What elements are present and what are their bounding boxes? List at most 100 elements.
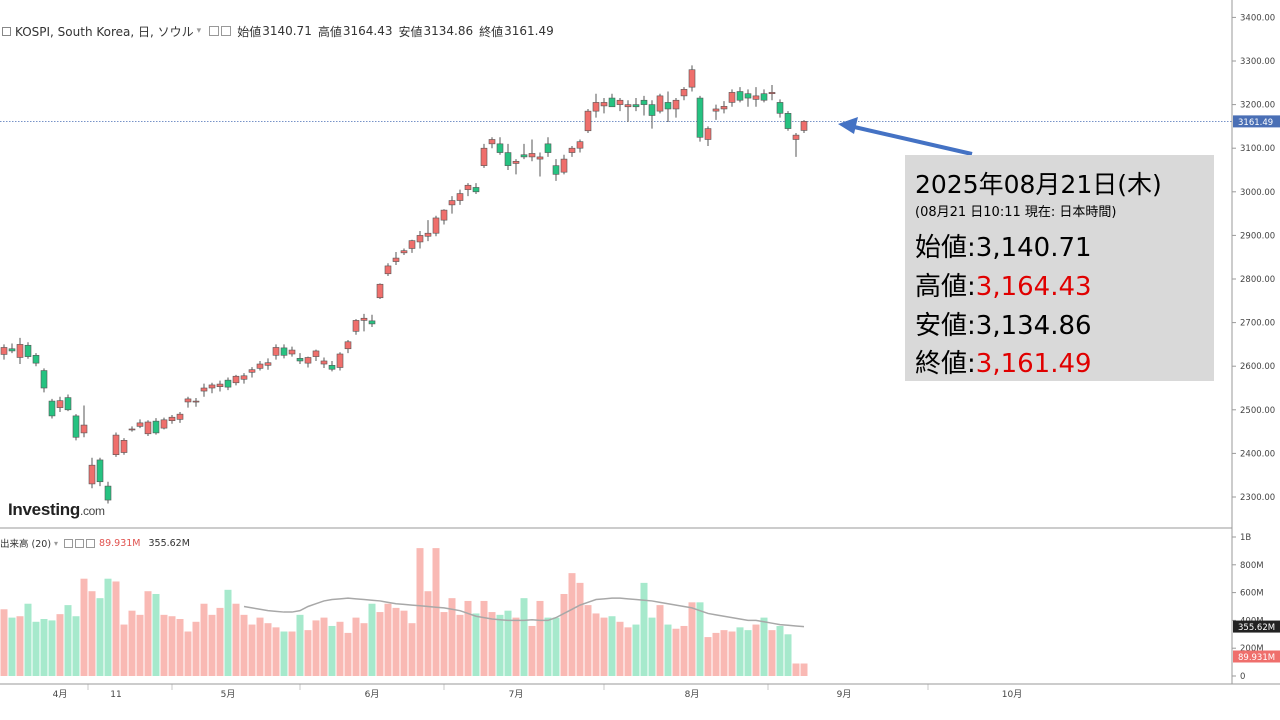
volume-bar [376, 612, 384, 676]
candle [496, 137, 504, 155]
volume-bar [560, 593, 568, 676]
x-tick-label: 4月 [53, 689, 68, 700]
volume-bar [288, 631, 296, 676]
volume-bar [320, 617, 328, 676]
price-tick-label: 2700.00 [1240, 319, 1275, 329]
candle [784, 111, 792, 131]
volume-tick-label: 0 [1240, 672, 1245, 682]
volume-ma-line [243, 597, 805, 628]
price-tick-label: 2400.00 [1240, 449, 1275, 459]
volume-bar [624, 627, 632, 676]
chevron-down-icon[interactable]: ▾ [54, 538, 59, 548]
close-icon[interactable] [86, 538, 96, 548]
settings-icon[interactable] [64, 538, 74, 548]
volume-ma-tag [1233, 620, 1280, 633]
volume-bar [256, 617, 264, 676]
candle [176, 411, 184, 423]
candle [368, 314, 376, 327]
volume-bar [272, 627, 280, 676]
candle [280, 344, 288, 359]
volume-bar [400, 610, 408, 676]
candle [704, 126, 712, 147]
volume-bar [48, 620, 56, 676]
candle [80, 405, 88, 438]
volume-bar [712, 632, 720, 676]
candle [600, 98, 608, 114]
volume-bar [32, 621, 40, 676]
volume-bar [240, 614, 248, 676]
volume-bar [88, 591, 96, 676]
candle [472, 183, 480, 194]
volume-bar [160, 614, 168, 676]
candle [736, 87, 744, 103]
volume-bar [456, 614, 464, 676]
price-tick-label: 3100.00 [1240, 144, 1275, 154]
volume-bar [504, 610, 512, 676]
x-tick-label: 9月 [837, 689, 852, 700]
volume-label[interactable]: 出来高 (20) [0, 539, 52, 550]
volume-bar [752, 624, 760, 676]
candle [120, 438, 128, 455]
price-tick-label: 2900.00 [1240, 231, 1275, 241]
candle [624, 100, 632, 123]
collapse-icon[interactable] [2, 26, 11, 36]
current-price-tag [1233, 115, 1280, 128]
candle [720, 101, 728, 114]
candle [416, 231, 424, 249]
volume-bar [744, 630, 752, 676]
volume-bar [408, 623, 416, 676]
volume-bar [296, 614, 304, 676]
eye-icon[interactable] [75, 538, 85, 548]
high-value: 3164.43 [342, 24, 393, 38]
candle [0, 344, 8, 360]
info-row-low: 安値:3,134.86 [915, 311, 1092, 341]
volume-bar [192, 621, 200, 676]
candle [168, 415, 176, 424]
candle [48, 398, 56, 419]
candle [248, 367, 256, 378]
volume-bar [672, 628, 680, 676]
candle [400, 248, 408, 256]
volume-bar [784, 634, 792, 676]
candle [64, 394, 72, 412]
volume-bar [512, 617, 520, 676]
open-value: 3140.71 [262, 24, 312, 38]
volume-bar [448, 598, 456, 676]
candle [72, 414, 80, 441]
volume-bar [168, 616, 176, 676]
candle [216, 380, 224, 392]
volume-bar [64, 605, 72, 676]
info-note: (08月21 日10:11 現在: 日本時間) [915, 205, 1117, 220]
close-label: 終値 [479, 24, 504, 39]
close-value: 3161.49 [504, 24, 554, 38]
candle [432, 215, 440, 237]
candle [632, 98, 640, 112]
eye-icon[interactable] [221, 26, 232, 36]
candle [272, 344, 280, 360]
candle [208, 382, 216, 394]
volume-bar [536, 600, 544, 676]
candle [152, 418, 160, 435]
candle [448, 196, 456, 214]
symbol-title[interactable]: KOSPI, South Korea, 日, ソウル [15, 24, 194, 39]
candle [56, 396, 64, 412]
candle [544, 137, 552, 157]
candle [536, 152, 544, 177]
volume-bar [368, 603, 376, 676]
volume-bar [336, 621, 344, 676]
candle [32, 353, 40, 367]
candle [256, 360, 264, 371]
chevron-down-icon[interactable]: ▾ [196, 26, 202, 36]
volume-ma-tag-label: 355.62M [1238, 623, 1275, 633]
volume-bar [264, 623, 272, 676]
volume-bar [280, 631, 288, 676]
volume-bar [128, 610, 136, 676]
price-tick-label: 3300.00 [1240, 57, 1275, 67]
candle [408, 239, 416, 253]
candle [384, 263, 392, 276]
settings-icon[interactable] [209, 26, 220, 36]
volume-bar [464, 600, 472, 676]
volume-bar [216, 607, 224, 676]
candle [648, 100, 656, 129]
